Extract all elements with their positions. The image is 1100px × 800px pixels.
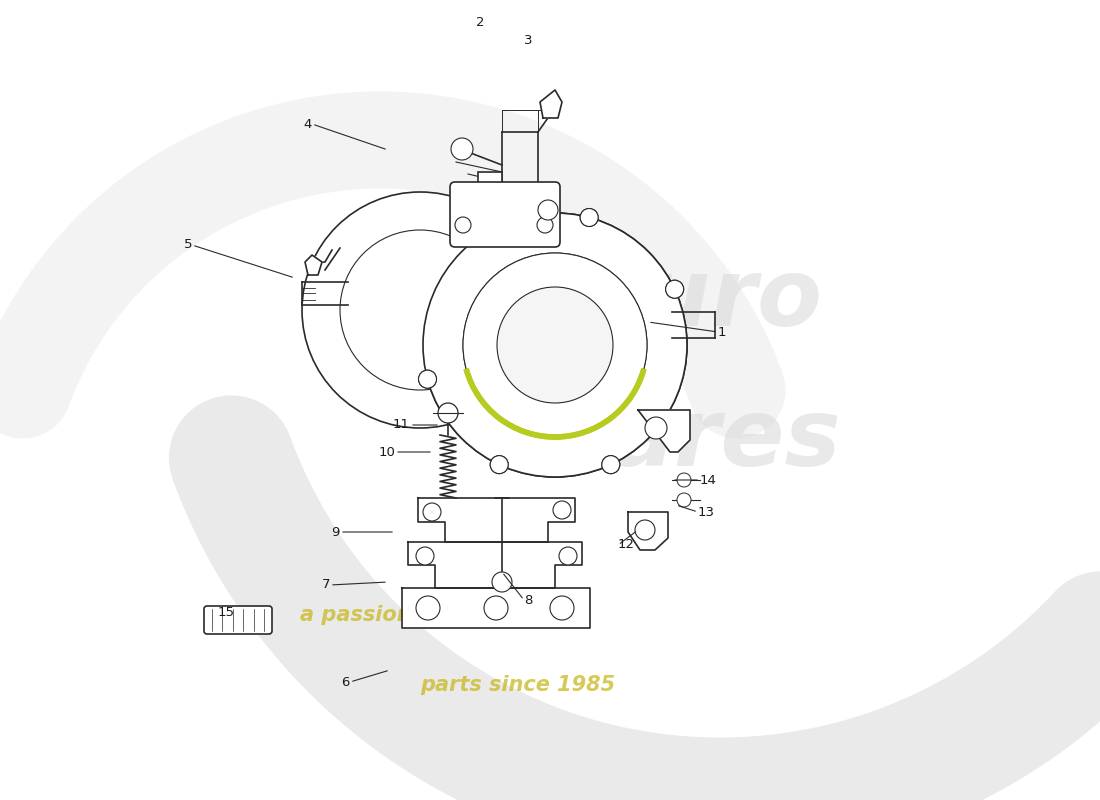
FancyBboxPatch shape (204, 606, 272, 634)
Text: 10: 10 (378, 446, 395, 458)
Circle shape (463, 253, 647, 437)
Polygon shape (638, 410, 690, 452)
Circle shape (340, 230, 500, 390)
Circle shape (438, 403, 458, 423)
Circle shape (580, 209, 598, 226)
Text: 9: 9 (331, 526, 340, 538)
Text: 11: 11 (393, 418, 410, 431)
Circle shape (416, 547, 434, 565)
Text: 1: 1 (718, 326, 726, 338)
Circle shape (676, 493, 691, 507)
Text: euro: euro (580, 254, 823, 346)
Circle shape (492, 572, 512, 592)
Circle shape (302, 192, 538, 428)
Circle shape (666, 280, 683, 298)
Circle shape (580, 209, 598, 226)
Circle shape (666, 280, 683, 298)
Circle shape (451, 138, 473, 160)
Polygon shape (408, 542, 582, 588)
Polygon shape (628, 512, 668, 550)
Polygon shape (418, 498, 575, 542)
Circle shape (676, 473, 691, 487)
Circle shape (471, 228, 488, 246)
Circle shape (418, 370, 437, 388)
Circle shape (424, 213, 688, 477)
Circle shape (418, 370, 437, 388)
Circle shape (491, 456, 508, 474)
Text: 12: 12 (618, 538, 635, 551)
Text: 5: 5 (184, 238, 192, 251)
Polygon shape (305, 255, 322, 275)
Text: 14: 14 (700, 474, 717, 486)
Circle shape (416, 596, 440, 620)
Text: 13: 13 (698, 506, 715, 518)
Text: parts since 1985: parts since 1985 (420, 675, 615, 695)
Circle shape (484, 596, 508, 620)
Text: 3: 3 (524, 34, 532, 46)
Circle shape (424, 213, 688, 477)
Circle shape (645, 417, 667, 439)
Circle shape (463, 253, 647, 437)
Text: a passion for: a passion for (300, 605, 452, 625)
Text: ares: ares (610, 394, 840, 486)
Circle shape (497, 287, 613, 403)
Polygon shape (478, 172, 510, 200)
Text: 2: 2 (476, 15, 484, 29)
Circle shape (491, 456, 508, 474)
Circle shape (497, 287, 613, 403)
Circle shape (471, 228, 488, 246)
Polygon shape (540, 90, 562, 118)
Text: 8: 8 (524, 594, 532, 606)
Circle shape (550, 596, 574, 620)
Polygon shape (402, 588, 590, 628)
Circle shape (537, 217, 553, 233)
Text: 4: 4 (304, 118, 312, 130)
Circle shape (635, 520, 654, 540)
Circle shape (424, 503, 441, 521)
FancyBboxPatch shape (450, 182, 560, 247)
Circle shape (553, 501, 571, 519)
Circle shape (559, 547, 578, 565)
Circle shape (602, 456, 619, 474)
Text: 7: 7 (321, 578, 330, 591)
Circle shape (455, 217, 471, 233)
Text: 6: 6 (342, 675, 350, 689)
Text: 15: 15 (218, 606, 235, 618)
Circle shape (538, 200, 558, 220)
Circle shape (602, 456, 619, 474)
